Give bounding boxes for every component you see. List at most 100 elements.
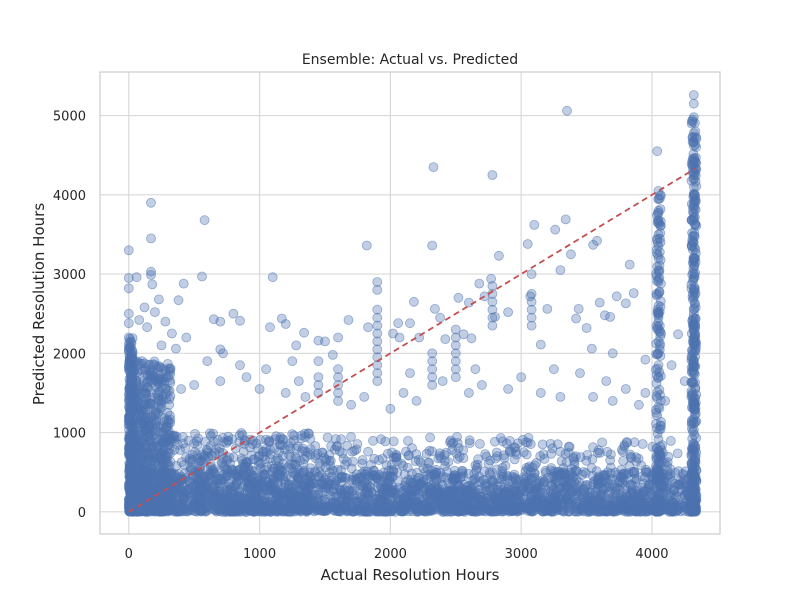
data-point <box>236 504 245 513</box>
data-point <box>386 486 395 495</box>
data-point <box>127 352 136 361</box>
data-point <box>300 455 309 464</box>
data-point <box>606 463 615 472</box>
data-point <box>430 304 439 313</box>
data-point <box>398 487 407 496</box>
data-point <box>406 319 415 328</box>
data-point <box>504 385 513 394</box>
data-point <box>268 273 277 282</box>
data-point <box>624 469 633 478</box>
data-point <box>198 486 207 495</box>
data-point <box>510 470 519 479</box>
data-point <box>689 91 698 100</box>
data-point <box>595 298 604 307</box>
data-point <box>459 446 468 455</box>
data-point <box>124 246 133 255</box>
data-point <box>527 321 536 330</box>
data-point <box>170 445 179 454</box>
data-point <box>674 330 683 339</box>
data-point <box>587 344 596 353</box>
data-point <box>328 480 337 489</box>
data-point <box>688 390 697 399</box>
data-point <box>606 312 615 321</box>
data-point <box>148 370 157 379</box>
data-point <box>488 171 497 180</box>
data-point <box>530 220 539 229</box>
data-point <box>128 478 137 487</box>
data-point <box>216 475 225 484</box>
data-point <box>688 506 697 515</box>
data-point <box>148 280 157 289</box>
data-point <box>641 355 650 364</box>
data-point <box>266 323 275 332</box>
x-tick-label: 0 <box>125 547 133 562</box>
data-point <box>653 472 662 481</box>
data-point <box>690 283 699 292</box>
data-point <box>477 381 486 390</box>
data-point <box>150 361 159 370</box>
data-point <box>128 441 137 450</box>
data-point <box>610 507 619 516</box>
data-point <box>464 388 473 397</box>
data-point <box>654 507 663 516</box>
data-point <box>654 206 663 215</box>
data-point <box>523 240 532 249</box>
data-point <box>186 505 195 514</box>
data-point <box>423 505 432 514</box>
data-point <box>303 488 312 497</box>
data-point <box>623 507 632 516</box>
data-point <box>594 446 603 455</box>
data-point <box>634 492 643 501</box>
data-point <box>532 495 541 504</box>
data-point <box>654 435 663 444</box>
data-point <box>588 455 597 464</box>
data-point <box>161 317 170 326</box>
data-point <box>612 483 621 492</box>
data-point <box>654 361 663 370</box>
data-point <box>182 453 191 462</box>
data-point <box>125 389 134 398</box>
data-point <box>689 214 698 223</box>
data-point <box>528 463 537 472</box>
data-point <box>145 470 154 479</box>
data-point <box>558 507 567 516</box>
data-point <box>395 333 404 342</box>
data-point <box>124 284 133 293</box>
data-point <box>297 495 306 504</box>
data-point <box>132 273 141 282</box>
data-point <box>671 468 680 477</box>
data-point <box>194 434 203 443</box>
data-point <box>399 461 408 470</box>
data-point <box>190 381 199 390</box>
data-point <box>680 377 689 386</box>
data-point <box>583 492 592 501</box>
data-point <box>512 505 521 514</box>
data-point <box>641 388 650 397</box>
data-point <box>502 488 511 497</box>
data-point <box>556 392 565 401</box>
data-point <box>288 357 297 366</box>
data-point <box>538 440 547 449</box>
data-point <box>653 451 662 460</box>
data-point <box>362 507 371 516</box>
x-tick-label: 3000 <box>505 547 538 562</box>
data-point <box>144 504 153 513</box>
data-point <box>689 357 698 366</box>
data-point <box>458 467 467 476</box>
data-point <box>164 373 173 382</box>
data-point <box>561 449 570 458</box>
data-point <box>435 451 444 460</box>
data-point <box>654 254 663 263</box>
data-point <box>441 335 450 344</box>
x-tick-label: 2000 <box>374 547 407 562</box>
data-point <box>654 218 663 227</box>
data-point <box>184 436 193 445</box>
data-point <box>549 365 558 374</box>
data-point <box>621 385 630 394</box>
data-point <box>689 425 698 434</box>
data-point <box>283 504 292 513</box>
data-point <box>521 478 530 487</box>
data-point <box>689 341 698 350</box>
data-point <box>415 503 424 512</box>
data-point <box>128 450 137 459</box>
